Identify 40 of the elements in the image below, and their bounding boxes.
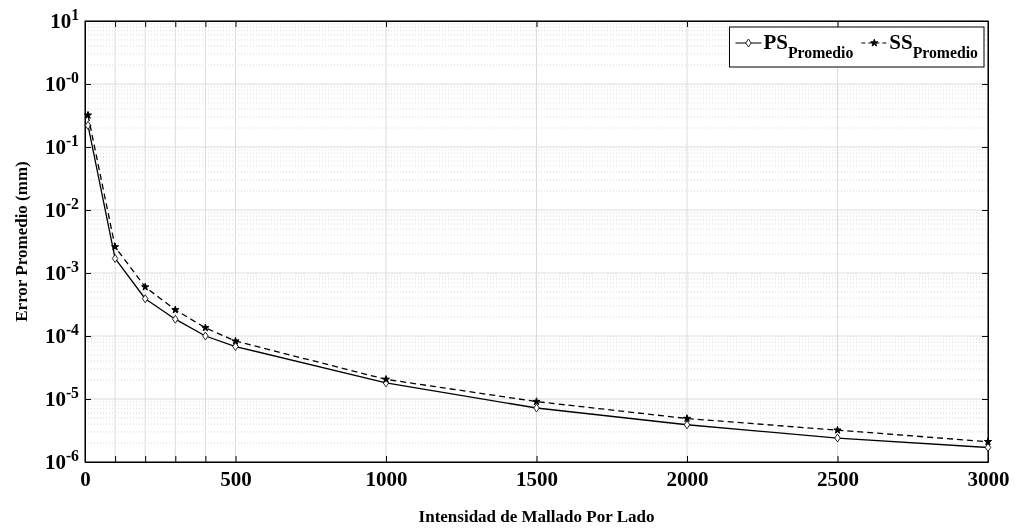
- y-tick-label: 10$^{-0}$: [44, 68, 80, 97]
- point: [172, 314, 179, 324]
- point: [111, 254, 119, 263]
- x-tick-label: 2500: [817, 467, 859, 491]
- y-tick-label: 10$^{-2}$: [44, 194, 80, 223]
- point: [983, 437, 993, 446]
- legend-label: SS$_{Promedio}$: [889, 30, 979, 61]
- point: [83, 110, 93, 119]
- legend-label: PS$_{Promedio}$: [763, 30, 854, 61]
- point: [111, 242, 120, 251]
- point: [682, 414, 692, 423]
- point: [834, 433, 841, 443]
- y-axis-title: Error Promedio (mm): [12, 161, 31, 322]
- y-tick-label: 10$^{-6}$: [44, 446, 80, 475]
- point: [833, 425, 842, 434]
- point: [984, 443, 992, 452]
- point: [533, 403, 540, 413]
- y-tick-label: 10$^{-1}$: [44, 131, 80, 160]
- x-tick-label: 1500: [516, 467, 558, 491]
- x-tick-label: 1000: [365, 467, 408, 491]
- x-tick-label: 500: [220, 467, 252, 491]
- point: [84, 121, 92, 130]
- point: [201, 323, 210, 332]
- point: [231, 336, 240, 345]
- x-tick-label: 0: [80, 467, 91, 491]
- y-tick-label: 10$^{-5}$: [44, 383, 80, 412]
- point: [202, 331, 209, 341]
- x-axis-title: Intensidad de Mallado Por Lado: [418, 507, 655, 526]
- point: [141, 282, 150, 291]
- y-tick-label: 10$^{-3}$: [44, 257, 80, 286]
- point: [171, 305, 180, 314]
- x-tick-label: 2000: [666, 467, 709, 491]
- point: [142, 294, 149, 304]
- point: [232, 342, 239, 351]
- y-tick-label: 10$^{-4}$: [44, 320, 80, 349]
- point: [532, 397, 541, 406]
- point: [683, 420, 691, 430]
- point: [381, 375, 391, 383]
- x-tick-label: 3000: [967, 467, 1010, 491]
- y-tick-label: 10$^{1}$: [50, 5, 80, 34]
